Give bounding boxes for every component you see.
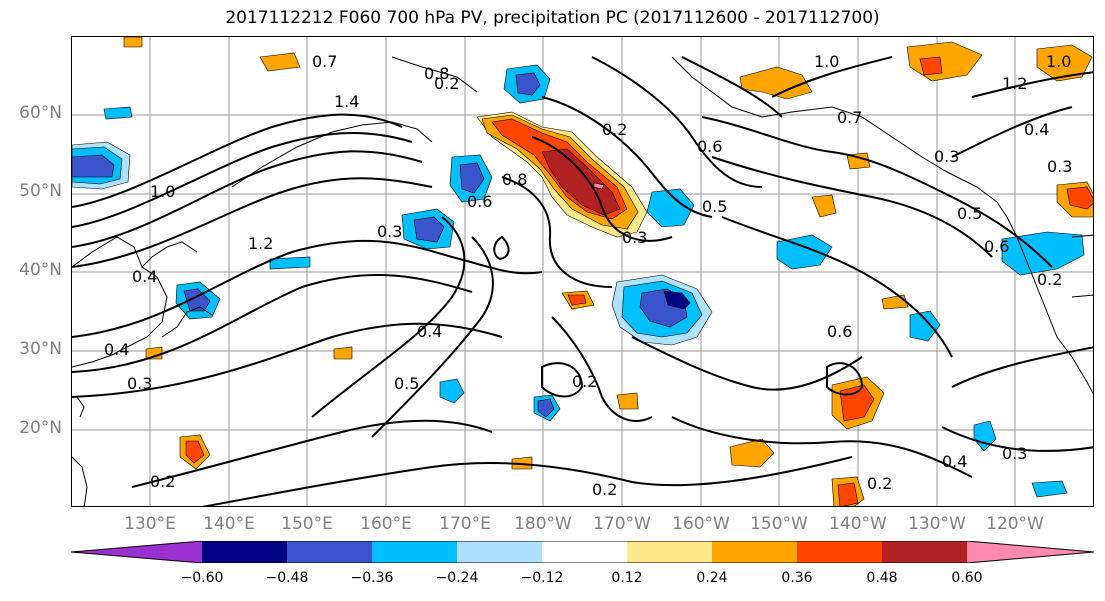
colorbar-swatch	[372, 541, 457, 563]
colorbar-swatch	[71, 541, 202, 563]
colorbar-swatch	[287, 541, 372, 563]
contour-label: 0.3	[622, 228, 647, 247]
lon-label-180w: 180°W	[514, 514, 572, 534]
contour-label: 0.2	[150, 472, 175, 491]
contour-label: 0.5	[957, 204, 982, 223]
contour-label: 1.2	[1002, 74, 1027, 93]
contour-label: 0.6	[984, 237, 1009, 256]
contour-label: 0.2	[572, 372, 597, 391]
contour-label: 0.3	[127, 374, 152, 393]
colorbar-swatch	[457, 541, 542, 563]
contour-label: 0.3	[1002, 444, 1027, 463]
contour-label: 1.4	[334, 92, 359, 111]
contour-label: 1.0	[1046, 52, 1071, 71]
colorbar-tick: 0.48	[866, 570, 898, 586]
contour-label: 0.8	[502, 170, 527, 189]
contour-label: 0.2	[1037, 270, 1062, 289]
contour-label: 0.8	[424, 64, 449, 83]
contour-label: 0.3	[934, 147, 959, 166]
contour-label: 0.5	[394, 374, 419, 393]
contour-label: 1.2	[248, 234, 273, 253]
contour-label: 0.2	[592, 480, 617, 499]
precip-shading	[72, 37, 1093, 506]
pv-contours	[72, 56, 1093, 506]
colorbar-tick: −0.36	[350, 570, 394, 586]
contour-label: 0.6	[467, 192, 492, 211]
lat-label-30n: 30°N	[19, 339, 62, 359]
lat-label-20n: 20°N	[19, 418, 62, 438]
contour-label: 0.4	[104, 340, 129, 359]
graticule	[72, 37, 1093, 506]
map-panel: 0.8 1.0 1.2 1.4 1.0 0.2 0.3 0.4 0.3 0.2 …	[71, 36, 1094, 507]
contour-label: 0.7	[837, 108, 862, 127]
lon-label-140w: 140°W	[829, 514, 887, 534]
contour-label: 0.2	[434, 74, 459, 93]
coastlines	[72, 56, 1093, 506]
lon-label-160w: 160°W	[672, 514, 730, 534]
colorbar-tick: 0.36	[781, 570, 813, 586]
lon-label-170e: 170°E	[439, 514, 491, 534]
contour-label: 1.0	[150, 182, 175, 201]
contour-label: 0.7	[312, 52, 337, 71]
colorbar-swatch	[627, 541, 712, 563]
colorbar-swatch	[882, 541, 967, 563]
colorbar-tick: 0.12	[611, 570, 643, 586]
contour-label: 0.2	[602, 120, 627, 139]
lon-label-160e: 160°E	[360, 514, 412, 534]
colorbar-swatch	[797, 541, 882, 563]
contour-label: 0.3	[1047, 157, 1072, 176]
contour-label: 0.4	[942, 452, 967, 471]
lon-label-140e: 140°E	[203, 514, 255, 534]
contour-label: 0.4	[132, 267, 157, 286]
colorbar	[71, 541, 1094, 563]
map-canvas: 0.8 1.0 1.2 1.4 1.0 0.2 0.3 0.4 0.3 0.2 …	[72, 37, 1093, 506]
colorbar-tick: −0.60	[180, 570, 224, 586]
lon-label-130w: 130°W	[908, 514, 966, 534]
colorbar-tick: −0.12	[520, 570, 564, 586]
lat-label-50n: 50°N	[19, 181, 62, 201]
lon-label-120w: 120°W	[986, 514, 1044, 534]
contour-label: 0.3	[377, 222, 402, 241]
map-title: 2017112212 F060 700 hPa PV, precipitatio…	[225, 8, 880, 28]
lon-label-130e: 130°E	[124, 514, 176, 534]
contour-label: 0.4	[417, 322, 442, 341]
lat-label-40n: 40°N	[19, 260, 62, 280]
lon-label-150e: 150°E	[281, 514, 333, 534]
colorbar-tick: −0.24	[435, 570, 479, 586]
contour-label: 0.5	[702, 197, 727, 216]
lat-label-60n: 60°N	[19, 103, 62, 123]
colorbar-swatch	[712, 541, 797, 563]
contour-label: 0.4	[1024, 120, 1049, 139]
colorbar-tick: 0.60	[951, 570, 983, 586]
colorbar-swatch	[542, 541, 627, 563]
colorbar-swatch	[967, 541, 1094, 563]
contour-label: 1.0	[814, 52, 839, 71]
lon-label-150w: 150°W	[750, 514, 808, 534]
colorbar-tick: 0.24	[696, 570, 728, 586]
contour-label: 0.6	[827, 322, 852, 341]
contour-label: 0.2	[867, 474, 892, 493]
colorbar-swatch	[202, 541, 287, 563]
contour-label: 0.6	[697, 137, 722, 156]
lon-label-170w: 170°W	[593, 514, 651, 534]
colorbar-tick: −0.48	[265, 570, 309, 586]
contour-labels: 0.8 1.0 1.2 1.4 1.0 0.2 0.3 0.4 0.3 0.2 …	[104, 52, 1072, 499]
